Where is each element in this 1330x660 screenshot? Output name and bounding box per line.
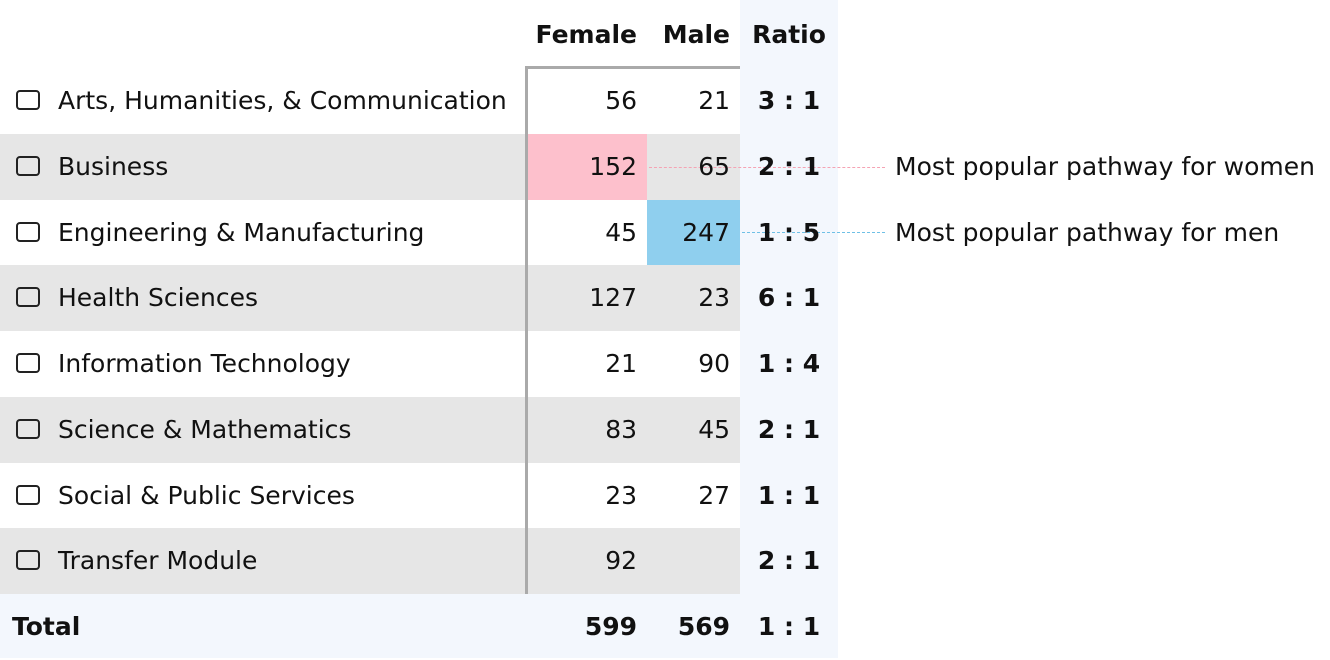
cell-value: 92 <box>605 546 637 576</box>
column-header: Female <box>535 20 637 49</box>
cell-value: 152 <box>589 151 637 181</box>
divider <box>525 66 740 594</box>
row-label: Science & Mathematics <box>58 414 352 444</box>
row-label: Engineering & Manufacturing <box>58 217 425 247</box>
row-label: Transfer Module <box>58 546 258 576</box>
row-bg <box>0 528 740 594</box>
annotation-text: Most popular pathway for women <box>895 151 1315 181</box>
row-label: Arts, Humanities, & Communication <box>58 86 507 115</box>
cell-value: 23 <box>605 480 637 510</box>
total-row-bg <box>0 594 838 658</box>
total-value: 569 <box>677 612 730 641</box>
cell-value: 65 <box>698 151 730 181</box>
row-bg <box>0 265 740 331</box>
icon <box>16 353 40 373</box>
cell-value: 21 <box>605 349 637 378</box>
icon <box>16 287 40 308</box>
row-label: Social & Public Services <box>58 480 355 510</box>
column-header: Male <box>662 20 730 49</box>
total-label: Total <box>12 612 81 641</box>
icon <box>16 550 40 571</box>
ratio: 6 : 1 <box>757 283 821 313</box>
cell-value: 90 <box>698 349 730 378</box>
ratio: 2 : 1 <box>757 151 821 181</box>
highlight <box>527 133 647 200</box>
cell-value: 247 <box>682 217 730 247</box>
cell-value: 45 <box>698 414 730 444</box>
icon <box>16 155 40 176</box>
row-label: Information Technology <box>58 349 351 378</box>
ratio: 3 : 1 <box>757 86 821 115</box>
annotation-line <box>649 166 885 168</box>
ratio: 1 : 1 <box>757 480 821 510</box>
row-bg <box>0 396 740 463</box>
cell-value: 127 <box>589 283 637 313</box>
cell-value: 83 <box>605 414 637 444</box>
cell-value: 21 <box>698 86 730 115</box>
annotation-line <box>742 232 885 234</box>
row-label: Business <box>58 151 169 181</box>
icon <box>16 90 40 110</box>
highlight <box>647 199 740 266</box>
row-label: Health Sciences <box>58 283 258 313</box>
ratio: 2 : 1 <box>757 414 821 444</box>
annotation-text: Most popular pathway for men <box>895 217 1280 247</box>
ratio: 2 : 1 <box>757 546 821 576</box>
cell-value: 56 <box>605 86 637 115</box>
cell-value: 23 <box>698 283 730 313</box>
ratio: 1 : 4 <box>757 349 821 378</box>
ratio: 1 : 5 <box>757 217 821 247</box>
ratio-column-bg <box>740 0 838 658</box>
cell-value: 45 <box>605 217 637 247</box>
icon <box>16 418 40 439</box>
column-header: Ratio <box>752 20 826 49</box>
cell-value: 27 <box>698 480 730 510</box>
total-value: 599 <box>584 612 637 641</box>
total-ratio: 1 : 1 <box>757 612 821 641</box>
icon <box>16 221 40 242</box>
icon <box>16 484 40 505</box>
